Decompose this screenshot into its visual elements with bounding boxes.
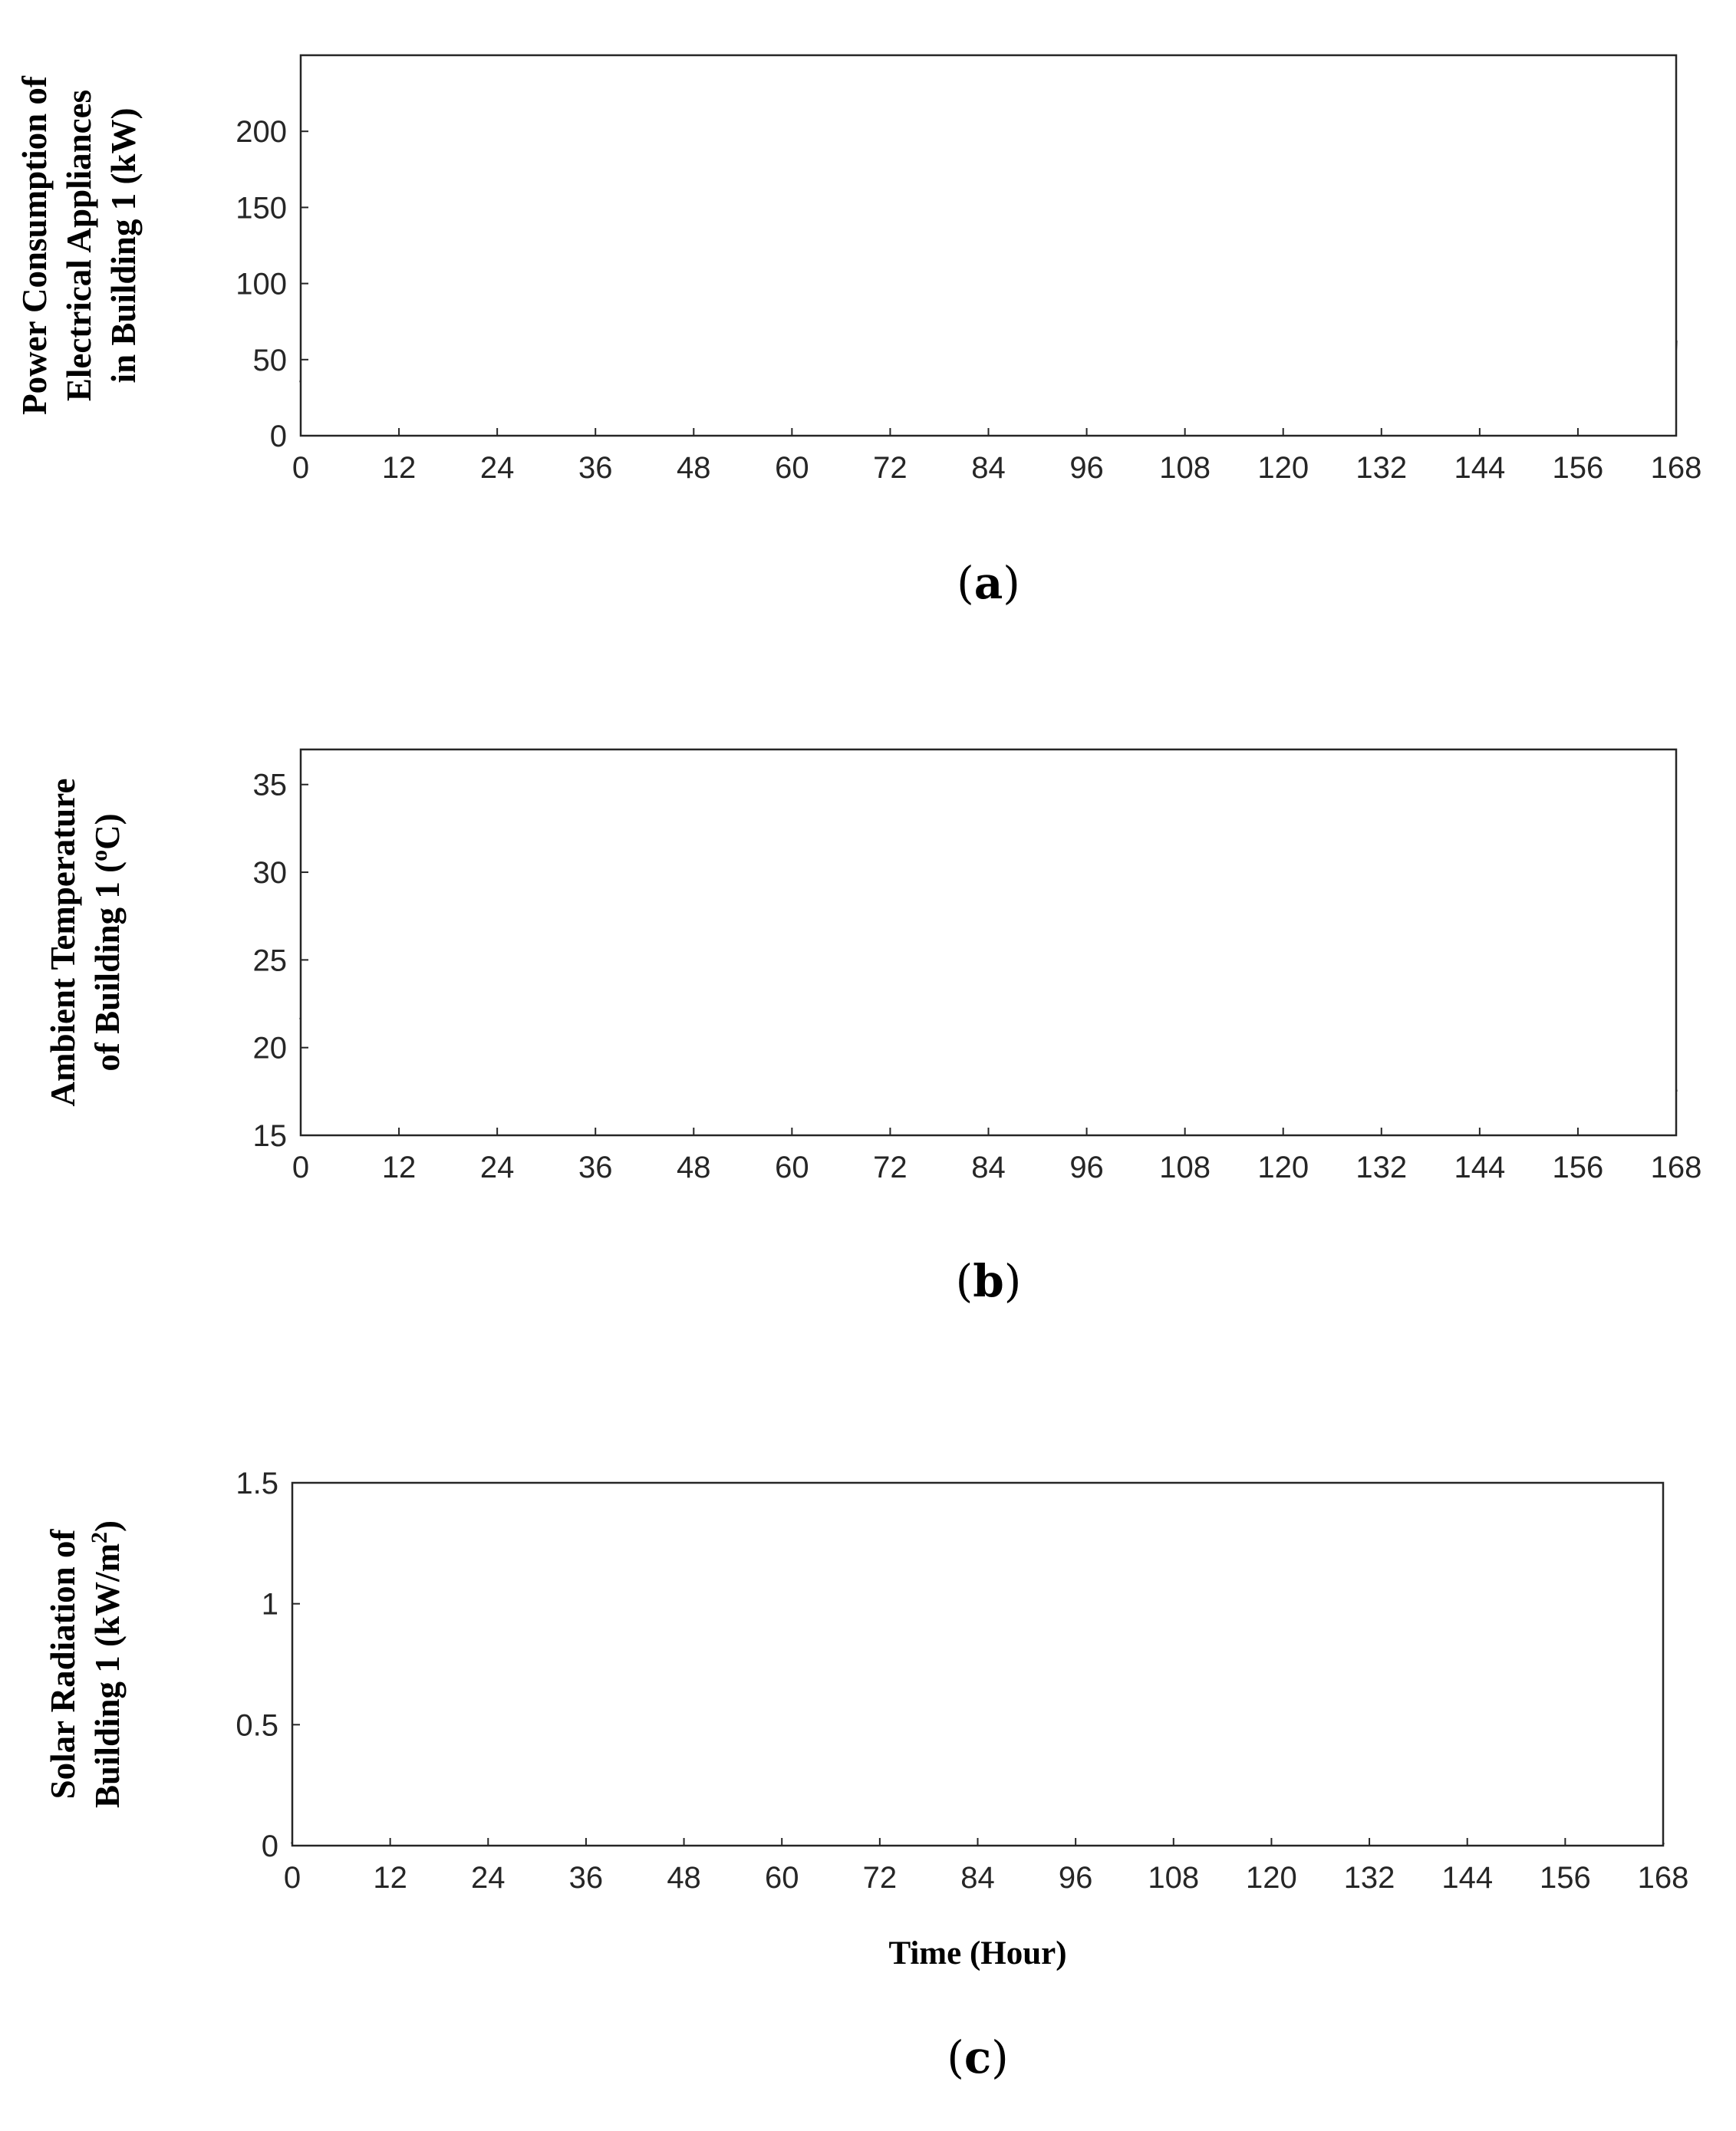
x-tick-label: 0 <box>284 1861 301 1895</box>
chart-a: 0 12 24 36 48 60 72 84 96 108 120 132 144 156 168 0 50 10… <box>15 54 1702 609</box>
x-tick-label: 132 <box>1356 1151 1407 1184</box>
x-tick-label: 24 <box>471 1861 506 1895</box>
y-tick-label: 30 <box>253 856 288 890</box>
y-axis-label: Solar Radiation of <box>44 1529 82 1800</box>
x-tick-label: 144 <box>1454 1151 1505 1184</box>
y-tick-label: 0.5 <box>236 1708 278 1742</box>
x-tick-label: 48 <box>677 451 711 485</box>
x-tick-label: 48 <box>667 1861 701 1895</box>
x-tick-label: 168 <box>1638 1861 1689 1895</box>
y-tick-label: 25 <box>253 944 288 977</box>
x-tick-label: 12 <box>382 451 417 485</box>
x-tick-label: 72 <box>863 1861 898 1895</box>
x-tick-label: 168 <box>1651 451 1702 485</box>
x-tick-label: 84 <box>971 451 1006 485</box>
x-tick-label: 156 <box>1553 1151 1604 1184</box>
y-tick-label: 35 <box>253 769 288 802</box>
chart-c: 0 12 24 36 48 60 72 84 96 108 120 132 144 156 168 0 0.5 1… <box>44 1467 1688 2083</box>
x-tick-label: 108 <box>1159 1151 1211 1184</box>
plot-frame <box>299 748 1678 1137</box>
x-tick-label: 84 <box>971 1151 1006 1184</box>
x-tick-label: 0 <box>292 451 309 485</box>
caption: (c) <box>947 2031 1009 2083</box>
x-tick-label: 72 <box>873 1151 908 1184</box>
x-tick-label: 60 <box>765 1861 799 1895</box>
y-tick-label: 50 <box>253 344 288 377</box>
x-tick-label: 132 <box>1356 451 1407 485</box>
y-tick-label: 200 <box>236 115 287 149</box>
chart-b: 0 12 24 36 48 60 72 84 96 108 120 132 144 156 168 15 20 2… <box>44 748 1702 1307</box>
y-tick-label: 1 <box>262 1588 278 1622</box>
y-tick-label: 1.5 <box>236 1467 278 1500</box>
x-tick-label: 108 <box>1159 451 1211 485</box>
x-tick-label: 24 <box>480 451 515 485</box>
x-tick-label: 168 <box>1651 1151 1702 1184</box>
y-tick-label: 100 <box>236 268 287 301</box>
x-tick-label: 156 <box>1540 1861 1591 1895</box>
x-tick-label: 12 <box>373 1861 407 1895</box>
x-tick-label: 72 <box>873 451 908 485</box>
plot-frame <box>291 1481 1665 1847</box>
caption: (a) <box>957 557 1020 609</box>
x-tick-label: 36 <box>578 451 613 485</box>
y-tick-label: 20 <box>253 1032 288 1066</box>
y-tick-label: 150 <box>236 191 287 225</box>
x-tick-label: 120 <box>1257 1151 1309 1184</box>
y-tick-label: 0 <box>262 1830 278 1863</box>
x-tick-label: 60 <box>775 1151 809 1184</box>
x-tick-label: 84 <box>960 1861 995 1895</box>
x-tick-label: 36 <box>578 1151 613 1184</box>
x-tick-label: 144 <box>1441 1861 1493 1895</box>
x-tick-label: 108 <box>1148 1861 1199 1895</box>
x-tick-label: 120 <box>1246 1861 1297 1895</box>
y-axis-label: Electrical Appliances <box>60 90 98 401</box>
x-tick-label: 132 <box>1344 1861 1395 1895</box>
x-tick-label: 24 <box>480 1151 515 1184</box>
x-tick-label: 0 <box>292 1151 309 1184</box>
x-tick-label: 60 <box>775 451 809 485</box>
x-tick-label: 96 <box>1059 1861 1093 1895</box>
x-tick-label: 12 <box>382 1151 417 1184</box>
y-axis-label: Ambient Temperature <box>44 779 82 1107</box>
caption: (b) <box>956 1255 1022 1307</box>
x-tick-label: 144 <box>1454 451 1505 485</box>
y-axis-label: in Building 1 (kW) <box>104 108 143 384</box>
plot-frame <box>299 54 1678 437</box>
x-tick-label: 96 <box>1069 451 1104 485</box>
x-tick-label: 48 <box>677 1151 711 1184</box>
y-axis-label: Building 1 (kW/m2) <box>87 1520 127 1808</box>
x-tick-label: 156 <box>1553 451 1604 485</box>
y-tick-label: 0 <box>270 420 287 453</box>
x-tick-label: 96 <box>1069 1151 1104 1184</box>
y-tick-label: 15 <box>253 1119 288 1153</box>
x-tick-label: 36 <box>569 1861 604 1895</box>
y-axis-label: Power Consumption of <box>15 75 54 415</box>
x-axis-label: Time (Hour) <box>888 1935 1066 1971</box>
y-axis-label: of Building 1 (oC) <box>87 813 127 1071</box>
x-tick-label: 120 <box>1257 451 1309 485</box>
